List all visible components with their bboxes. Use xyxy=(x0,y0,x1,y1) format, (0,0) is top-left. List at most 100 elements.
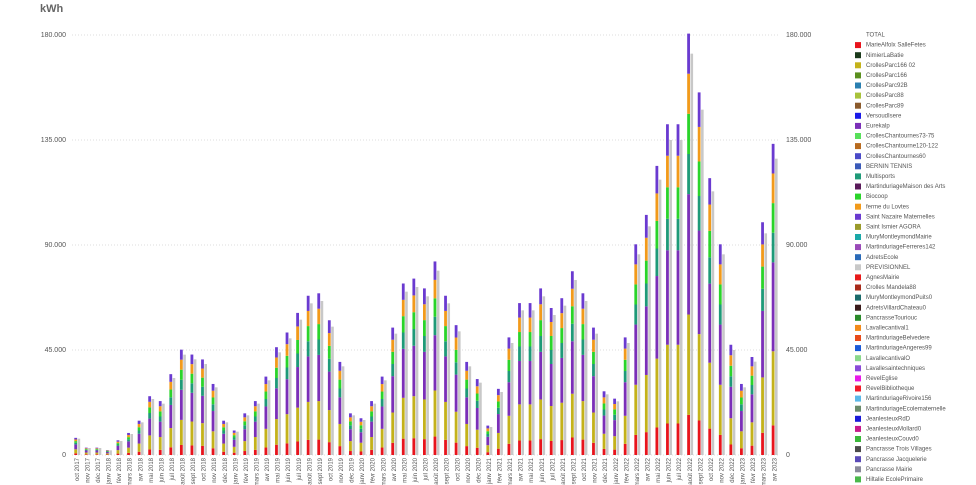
bar-segment xyxy=(666,155,669,188)
legend-label: MartinduriageBelvedere xyxy=(866,336,930,342)
forecast-bar xyxy=(531,310,535,455)
bar-segment xyxy=(317,401,321,440)
bar-segment xyxy=(243,425,247,430)
bar-segment xyxy=(655,165,659,194)
bar-segment xyxy=(380,384,384,392)
bar-segment xyxy=(613,414,617,421)
bar-segment xyxy=(454,349,458,363)
bar-segment xyxy=(349,441,352,452)
forecast-bar xyxy=(732,350,736,455)
forecast-bar xyxy=(542,296,546,455)
bar-segment xyxy=(127,432,130,436)
bar-segment xyxy=(507,382,511,416)
bar-segment xyxy=(127,435,130,438)
bar-segment xyxy=(581,439,585,455)
bar-segment xyxy=(475,429,479,448)
bar-segment xyxy=(116,440,120,442)
bar-segment xyxy=(708,362,712,429)
bar-segment xyxy=(507,443,511,455)
bar-segment xyxy=(465,423,469,447)
legend-label: Lavallecantival1 xyxy=(866,325,909,331)
bar-segment xyxy=(359,421,363,426)
bar-segment xyxy=(623,348,627,360)
bar-segment xyxy=(349,429,352,442)
bar-segment xyxy=(549,350,553,364)
bar-segment xyxy=(433,279,437,299)
bar-segment xyxy=(623,415,627,444)
bar-segment xyxy=(359,428,363,433)
bar-segment xyxy=(655,193,659,221)
bar-segment xyxy=(718,324,722,385)
bar-segment xyxy=(232,432,236,436)
y-tick-label: 135.000 xyxy=(41,137,66,144)
bar-segment xyxy=(412,278,416,296)
bar-segment xyxy=(158,449,162,455)
bar-segment xyxy=(285,355,289,368)
bar-segment xyxy=(570,306,574,324)
x-tick-label: déc 2019 xyxy=(350,457,356,482)
bar-segment xyxy=(401,299,405,317)
bar-segment xyxy=(613,420,617,437)
bar-segment xyxy=(137,420,141,424)
bar-segment xyxy=(496,432,500,449)
bar-segment xyxy=(592,339,595,352)
legend-swatch xyxy=(855,466,861,473)
legend-label: VersoudIsere xyxy=(866,113,902,119)
bar-segment xyxy=(179,419,183,445)
bar-segment xyxy=(539,304,543,321)
bar-segment xyxy=(518,317,521,333)
bar-segment xyxy=(623,371,627,383)
bar-segment xyxy=(391,364,395,377)
bar-segment xyxy=(518,440,521,455)
legend-swatch xyxy=(855,385,861,392)
bar-segment xyxy=(349,451,352,455)
bar-segment xyxy=(105,453,109,455)
bar-segment xyxy=(296,339,299,354)
legend-swatch xyxy=(855,415,861,422)
x-tick-label: sept 2022 xyxy=(698,457,704,484)
bar-segment xyxy=(222,451,226,455)
bar-segment xyxy=(592,327,595,340)
x-tick-label: avr 2023 xyxy=(772,457,778,481)
bar-segment xyxy=(391,442,395,455)
forecast-bar xyxy=(658,179,662,455)
bar-segment xyxy=(222,430,226,434)
bar-segment xyxy=(433,335,437,391)
bar-segment xyxy=(380,406,384,429)
bar-segment xyxy=(95,452,99,455)
bar-segment xyxy=(518,360,521,405)
x-tick-label: févr 2018 xyxy=(117,457,123,483)
bar-segment xyxy=(137,430,141,434)
forecast-bar xyxy=(753,361,757,455)
bar-segment xyxy=(190,445,194,455)
bar-segment xyxy=(771,173,775,204)
x-tick-label: juin 2020 xyxy=(413,457,419,483)
x-tick-label: janv 2022 xyxy=(614,457,620,485)
bar-segment xyxy=(275,378,278,389)
bar-segment xyxy=(380,447,384,455)
bar-segment xyxy=(306,310,310,327)
bar-segment xyxy=(507,415,511,444)
bar-segment xyxy=(232,430,236,433)
forecast-bar xyxy=(648,226,651,455)
bar-segment xyxy=(74,437,78,440)
bar-segment xyxy=(401,438,405,455)
bar-segment xyxy=(179,349,183,360)
bar-segment xyxy=(655,248,659,277)
bar-segment xyxy=(655,276,659,359)
bar-segment xyxy=(750,385,754,395)
bar-segment xyxy=(518,404,521,441)
x-tick-label: août 2022 xyxy=(688,457,694,484)
bar-segment xyxy=(211,431,215,449)
legend-label: PancrasseTouriouc xyxy=(866,315,917,321)
bar-segment xyxy=(74,444,78,450)
bar-segment xyxy=(507,359,511,371)
bar-segment xyxy=(560,343,564,358)
bar-segment xyxy=(253,411,257,417)
bar-segment xyxy=(74,453,78,455)
bar-segment xyxy=(391,351,395,364)
bar-segment xyxy=(433,298,437,317)
forecast-bar xyxy=(352,415,355,455)
bar-segment xyxy=(359,432,363,443)
bar-segment xyxy=(623,382,627,416)
